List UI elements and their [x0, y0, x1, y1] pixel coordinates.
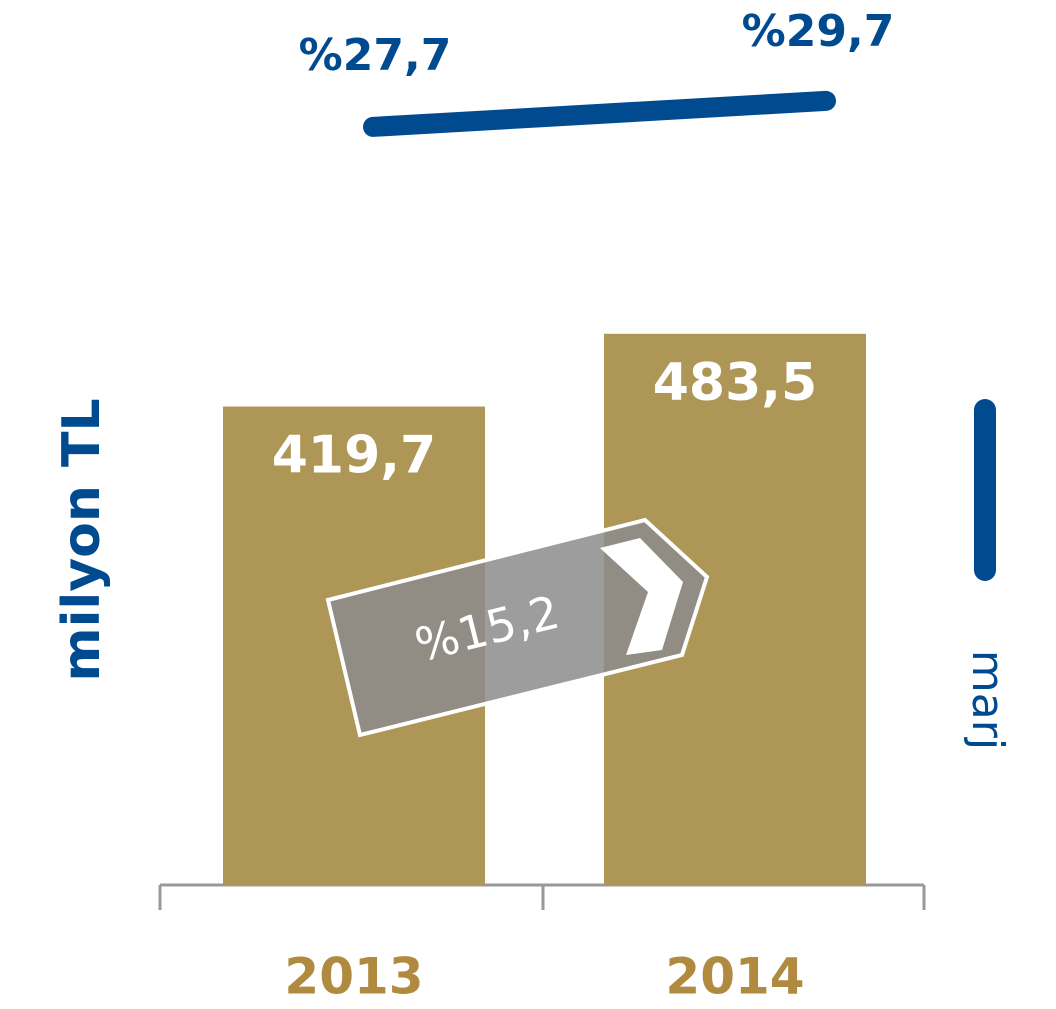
y-axis-label: milyon TL: [52, 398, 112, 681]
line-value-label: %29,7: [742, 6, 895, 57]
margin-line: [363, 90, 836, 137]
x-tick-label: 2013: [284, 948, 423, 1006]
growth-arrow: [325, 517, 710, 738]
line-value-label: %27,7: [299, 30, 452, 81]
legend-label: marj: [962, 650, 1013, 750]
bar-value-label: 483,5: [653, 353, 817, 413]
x-tick-label: 2014: [665, 948, 804, 1006]
bar-value-label: 419,7: [272, 426, 436, 486]
growth-chevron: [600, 538, 683, 655]
